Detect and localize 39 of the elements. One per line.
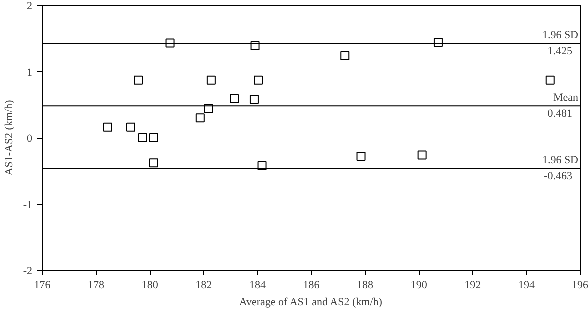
x-tick-label: 184 <box>249 280 266 292</box>
x-tick-label: 192 <box>464 280 482 292</box>
annotation: -0.463 <box>544 170 573 183</box>
point <box>103 122 112 132</box>
point <box>230 94 240 104</box>
x-tick-label: 178 <box>88 280 106 292</box>
ref-line-label: Mean <box>553 92 579 104</box>
annotation: 1.425 <box>548 46 573 58</box>
x-tick-label: 182 <box>196 280 212 292</box>
point <box>126 122 136 132</box>
point <box>138 134 148 142</box>
point <box>546 76 555 85</box>
y-tick-label: -2 <box>23 266 33 278</box>
ref-line-label: 1.96 SD <box>542 154 579 167</box>
point <box>134 76 144 85</box>
x-tick-label: 194 <box>518 280 536 292</box>
x-tick-label: 188 <box>357 280 374 292</box>
point <box>418 150 427 160</box>
y-tick-label: 0 <box>27 133 33 145</box>
x-tick-label: 186 <box>303 280 320 292</box>
x-tick-label: 190 <box>410 280 428 292</box>
annotation: 0.481 <box>548 108 572 120</box>
x-tick-label: 196 <box>572 280 588 292</box>
x-tick-label: 180 <box>142 280 159 292</box>
point <box>206 76 216 85</box>
y-tick-label: 2 <box>27 0 32 12</box>
x-axis-title: Average of AS1 and AS2 (km/h) <box>239 296 383 308</box>
point <box>340 51 350 60</box>
ref-line-label: 1.96 SD <box>542 30 579 42</box>
point <box>356 152 366 162</box>
y-tick-label: 1 <box>27 66 32 79</box>
y-tick-label: -1 <box>23 199 33 212</box>
point <box>250 95 259 104</box>
point <box>149 134 158 142</box>
point <box>149 158 158 168</box>
x-tick-label: 176 <box>34 280 52 292</box>
point <box>254 76 264 85</box>
y-axis-title: AS1-AS2 (km/h) <box>3 100 16 176</box>
point <box>196 114 205 123</box>
